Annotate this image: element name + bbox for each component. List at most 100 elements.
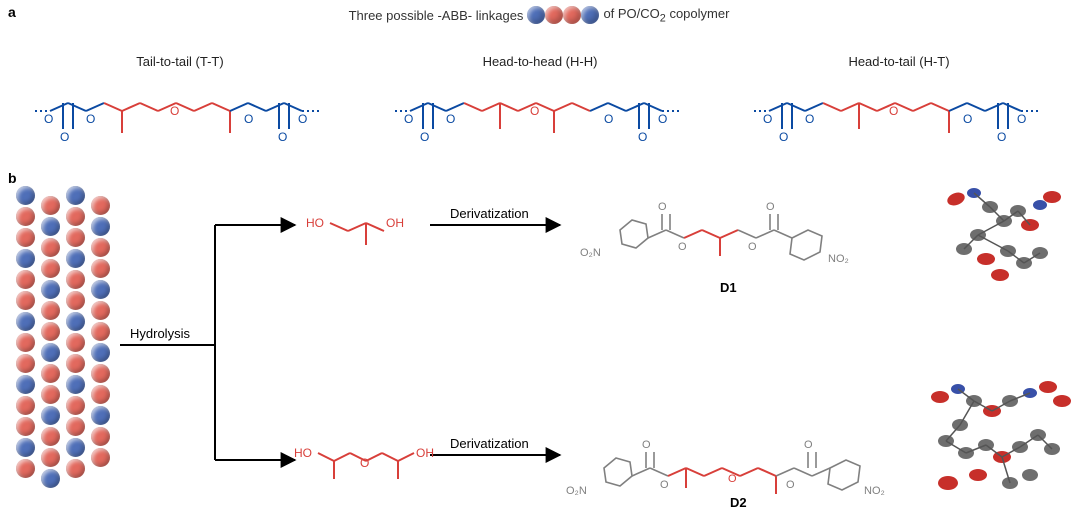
- blue-bead: [66, 312, 85, 331]
- blue-bead: [16, 186, 35, 205]
- blue-bead: [91, 406, 110, 425]
- svg-text:O: O: [170, 104, 179, 118]
- blue-bead: [66, 438, 85, 457]
- svg-text:O: O: [805, 112, 814, 126]
- svg-text:NO₂: NO₂: [864, 485, 885, 497]
- panel-a-structures: O O O O O: [0, 76, 1078, 156]
- blue-bead: [66, 186, 85, 205]
- polymer-chain: [16, 186, 116, 496]
- chain-column: [91, 196, 110, 496]
- blue-bead: [91, 280, 110, 299]
- chain-column: [66, 186, 85, 496]
- svg-text:O: O: [604, 112, 613, 126]
- blue-bead: [41, 217, 60, 236]
- svg-text:O: O: [889, 104, 898, 118]
- red-bead: [66, 270, 85, 289]
- bead-red: [563, 6, 581, 24]
- red-bead: [16, 396, 35, 415]
- crystal-d2: [920, 375, 1075, 510]
- red-bead: [16, 228, 35, 247]
- bead-red: [545, 6, 563, 24]
- red-bead: [91, 301, 110, 320]
- title-suffix: of PO/CO2 copolymer: [603, 6, 729, 25]
- chain-column: [41, 196, 60, 496]
- svg-text:O: O: [763, 112, 772, 126]
- red-bead: [41, 427, 60, 446]
- linkage-labels-row: Tail-to-tail (T-T) Head-to-head (H-H) He…: [0, 54, 1078, 69]
- red-bead: [66, 459, 85, 478]
- svg-text:O: O: [779, 130, 788, 144]
- red-bead: [66, 354, 85, 373]
- red-bead: [66, 228, 85, 247]
- intermediate-diol-2: HO O OH: [290, 435, 440, 490]
- structure-ht: O O O O O: [720, 76, 1078, 156]
- bead-blue: [581, 6, 599, 24]
- svg-text:O₂N: O₂N: [566, 485, 587, 497]
- svg-text:O: O: [530, 104, 539, 118]
- red-bead: [41, 364, 60, 383]
- svg-text:O: O: [44, 112, 53, 126]
- blue-bead: [66, 375, 85, 394]
- svg-text:O: O: [678, 241, 687, 253]
- panel-a-title: Three possible -ABB- linkages of PO/CO2 …: [0, 6, 1078, 25]
- red-bead: [91, 427, 110, 446]
- blue-bead: [91, 217, 110, 236]
- red-bead: [66, 333, 85, 352]
- svg-text:O: O: [728, 473, 737, 485]
- derivatization-label-1: Derivatization: [450, 206, 529, 221]
- svg-text:O: O: [786, 479, 795, 491]
- svg-text:O: O: [60, 130, 69, 144]
- bead-blue: [527, 6, 545, 24]
- red-bead: [16, 333, 35, 352]
- svg-text:HO: HO: [306, 216, 324, 230]
- svg-text:O: O: [804, 439, 813, 451]
- svg-text:O: O: [660, 479, 669, 491]
- red-bead: [16, 207, 35, 226]
- abb-bead-sequence: [527, 6, 599, 24]
- svg-text:O: O: [1017, 112, 1026, 126]
- crystal-d1: [930, 175, 1070, 295]
- product-d1-label: D1: [720, 280, 737, 295]
- red-bead: [41, 259, 60, 278]
- svg-text:O: O: [658, 201, 667, 213]
- linkage-label-ht: Head-to-tail (H-T): [720, 54, 1078, 69]
- red-bead: [16, 270, 35, 289]
- svg-text:O: O: [86, 112, 95, 126]
- red-bead: [91, 385, 110, 404]
- derivatization-label-2: Derivatization: [450, 436, 529, 451]
- hydrolysis-label: Hydrolysis: [130, 326, 190, 341]
- chain-column: [16, 186, 35, 496]
- svg-text:HO: HO: [294, 446, 312, 460]
- blue-bead: [41, 343, 60, 362]
- svg-text:O: O: [298, 112, 307, 126]
- red-bead: [41, 448, 60, 467]
- red-bead: [41, 238, 60, 257]
- blue-bead: [16, 312, 35, 331]
- red-bead: [91, 322, 110, 341]
- linkage-label-tt: Tail-to-tail (T-T): [0, 54, 360, 69]
- red-bead: [16, 417, 35, 436]
- svg-text:OH: OH: [386, 216, 404, 230]
- red-bead: [41, 322, 60, 341]
- svg-text:O: O: [642, 439, 651, 451]
- svg-text:O: O: [360, 456, 369, 470]
- red-bead: [16, 354, 35, 373]
- panel-b-label: b: [8, 170, 17, 186]
- linkage-label-hh: Head-to-head (H-H): [360, 54, 720, 69]
- red-bead: [41, 196, 60, 215]
- product-d2-label: D2: [730, 495, 747, 510]
- svg-text:O: O: [244, 112, 253, 126]
- blue-bead: [16, 375, 35, 394]
- red-bead: [16, 459, 35, 478]
- red-bead: [91, 364, 110, 383]
- red-bead: [66, 396, 85, 415]
- blue-bead: [16, 438, 35, 457]
- svg-text:O: O: [638, 130, 647, 144]
- svg-text:O₂N: O₂N: [580, 247, 601, 259]
- svg-text:O: O: [658, 112, 667, 126]
- blue-bead: [66, 249, 85, 268]
- red-bead: [41, 385, 60, 404]
- structure-tt: O O O O O: [0, 76, 360, 156]
- svg-text:O: O: [404, 112, 413, 126]
- product-d1-structure: O₂N O O O O NO₂: [570, 180, 890, 280]
